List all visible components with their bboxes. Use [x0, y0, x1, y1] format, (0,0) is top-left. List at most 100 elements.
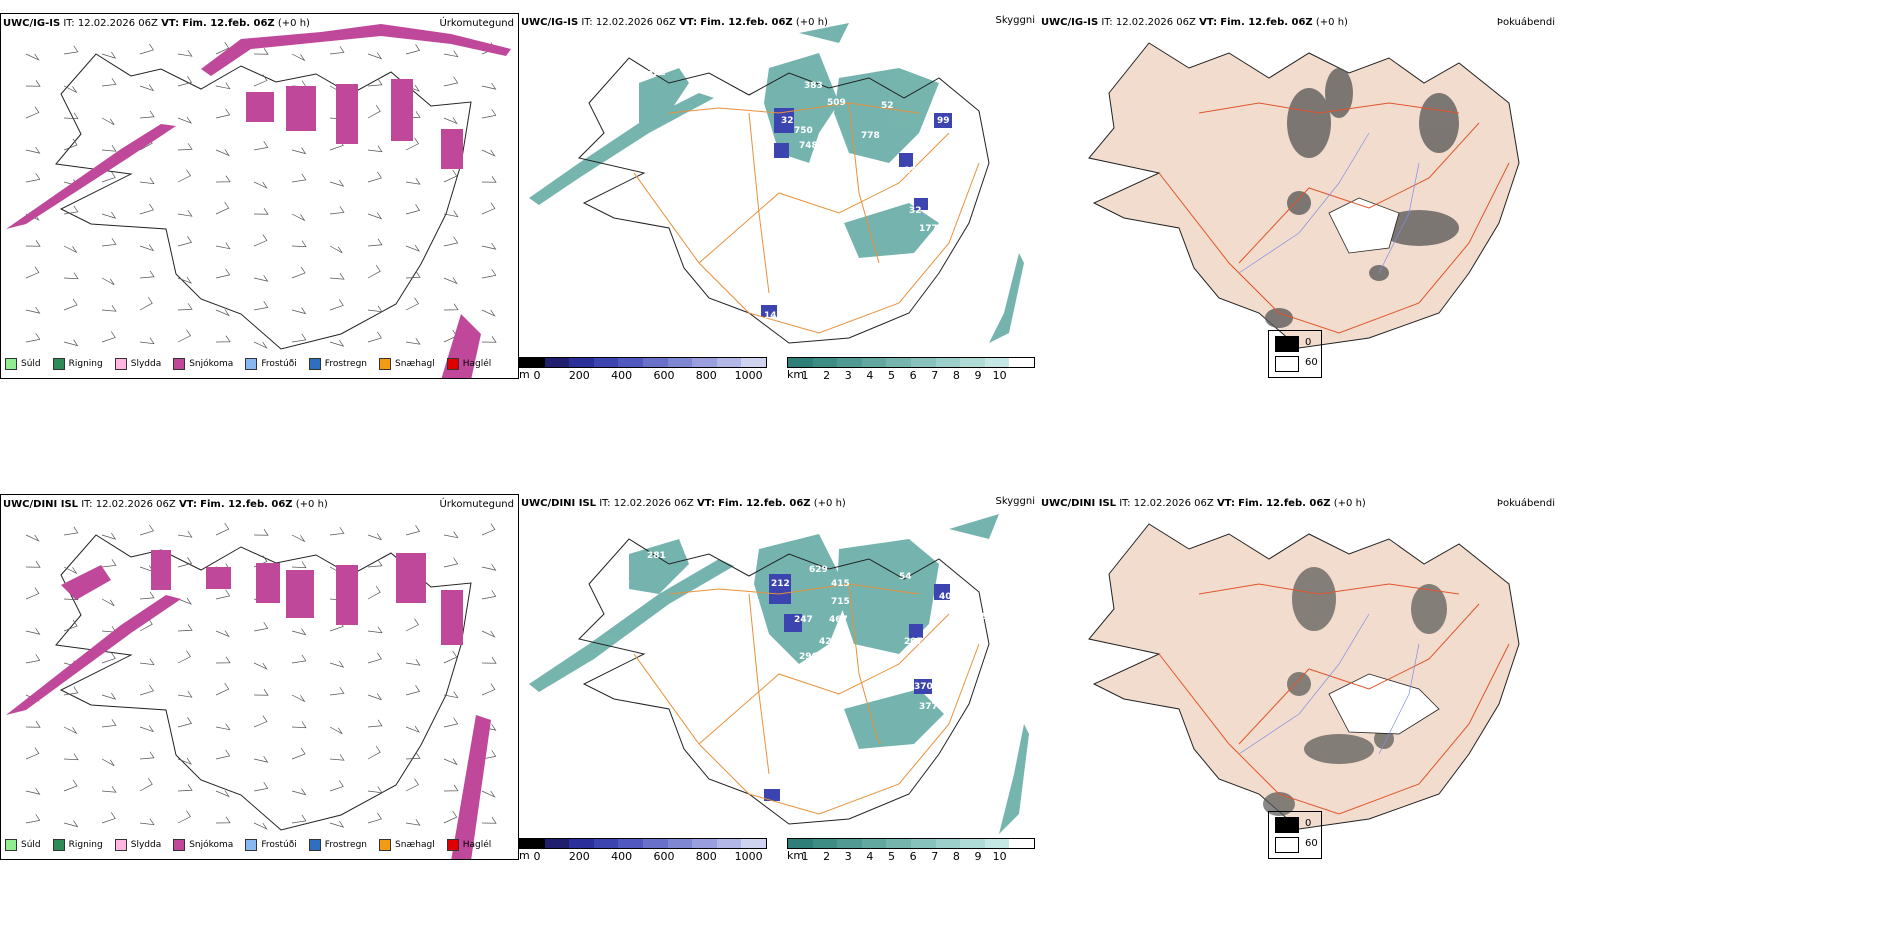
cloud-base-label: 415: [831, 579, 850, 589]
legend-label: Súld: [21, 359, 41, 369]
colorbar-tick: 200: [568, 850, 590, 860]
ceiling-colorbar-2: 0 200 400 600 800 1000 m: [519, 838, 767, 860]
legend-swatch: [245, 358, 258, 370]
legend-label: Snæhagl: [395, 840, 435, 850]
visibility-colorbar-1: 1 2 3 4 5 6 7 8 9 10 km: [787, 357, 1035, 379]
legend-swatch: [173, 358, 186, 370]
cloud-base-label: 54: [899, 572, 912, 582]
colorbar-tick: 3: [844, 369, 852, 379]
cloud-base-label: 778: [861, 131, 880, 141]
cloud-base-labels-1: 3923835093275074843377852993415132177142…: [647, 68, 982, 321]
colorbar-tick: 10: [992, 850, 1007, 860]
cloud-base-label: 748: [799, 141, 818, 151]
colorbar-tick: 4: [866, 850, 874, 860]
colorbar-tick: 600: [653, 850, 675, 860]
legend-label: Rigning: [68, 359, 103, 369]
precip-legend-item: Snæhagl: [379, 358, 435, 370]
fog-legend-1: 0 60: [1268, 330, 1322, 378]
cloud-base-label: 14: [764, 311, 777, 321]
colorbar-tick: 1000: [734, 850, 763, 860]
colorbar-tick: 1: [801, 850, 809, 860]
panel-title: Þokuábendi: [1496, 498, 1555, 509]
colorbar-tick: 0: [533, 850, 541, 860]
colorbar-tick: 2: [823, 850, 831, 860]
panel-title: Skyggni: [995, 15, 1035, 26]
cloud-base-label: 99: [937, 116, 950, 126]
colorbar-tick: 6: [909, 850, 917, 860]
colorbar-tick: 6: [909, 369, 917, 379]
legend-swatch: [446, 358, 459, 370]
colorbar-tick: 3: [844, 850, 852, 860]
fog-legend-2: 0 60: [1268, 811, 1322, 859]
precip-legend-item: Frostúði: [245, 839, 297, 851]
fog-areas-2: [1263, 567, 1447, 816]
precip-map-1: [6, 24, 511, 378]
colorbar-tick: 400: [611, 850, 633, 860]
colorbar-tick: 8: [952, 850, 960, 860]
legend-label: Frostregn: [324, 359, 368, 369]
precip-legend-item: Frostregn: [308, 839, 368, 851]
precip-legend-item: Slydda: [114, 358, 161, 370]
precip-legend-item: Haglél: [446, 839, 492, 851]
legend-label: Frostúði: [261, 840, 297, 850]
legend-label: Frostregn: [324, 840, 368, 850]
cloud-base-label: 537: [661, 612, 680, 622]
panel-header: UWC/IG-IS IT: 12.02.2026 06Z VT: Fim. 12…: [1041, 17, 1348, 28]
cloud-map-1: 3923835093275074843377852993415132177142…: [529, 23, 1024, 344]
cloud-panel-2: 281 336 212 629 415 715 467 247 422 296 537 54 408 38…: [519, 494, 1039, 860]
colorbar-tick: 9: [974, 369, 982, 379]
colorbar-tick: 4: [866, 369, 874, 379]
legend-label: Haglél: [462, 359, 492, 369]
ceiling-areas-1: [761, 108, 952, 317]
fog-panel-2: UWC/DINI ISL IT: 12.02.2026 06Z VT: Fim.…: [1039, 494, 1559, 860]
legend-swatch: [5, 839, 17, 851]
cloud-base-label: 32: [909, 206, 922, 216]
colorbar-tick: 1: [801, 369, 809, 379]
precip-legend-2: Súld Rigning Slydda Snjókoma Frostúði Frostre…: [5, 839, 503, 851]
panel-header: UWC/DINI ISL IT: 12.02.2026 06Z VT: Fim.…: [3, 499, 328, 510]
precip-legend-item: Slydda: [114, 839, 161, 851]
precip-legend-item: Súld: [5, 839, 41, 851]
cloud-base-label: 336: [611, 577, 630, 587]
colorbar-unit: km: [787, 368, 805, 379]
cloud-base-label: 392: [647, 68, 666, 78]
panel-header: UWC/IG-IS IT: 12.02.2026 06Z VT: Fim. 12…: [3, 18, 310, 29]
cloud-base-label: 52: [881, 101, 894, 111]
colorbar-tick: 7: [931, 850, 939, 860]
cloud-base-label: 715: [831, 597, 850, 607]
cloud-base-label: 433: [789, 161, 808, 171]
legend-label: Haglél: [462, 840, 492, 850]
fog-map-1: [1088, 42, 1520, 349]
colorbar-tick: 5: [887, 850, 895, 860]
river-network-2: [1238, 613, 1420, 755]
cloud-base-label: 311: [939, 692, 958, 702]
legend-swatch: [114, 839, 127, 851]
colorbar-tick: 7: [931, 369, 939, 379]
legend-label: Rigning: [68, 840, 103, 850]
legend-swatch: [173, 839, 186, 851]
precip-legend-item: Rigning: [52, 839, 103, 851]
ceiling-colorbar-1: 0 200 400 600 800 1000 m: [519, 357, 767, 379]
precip-legend-item: Haglél: [446, 358, 492, 370]
legend-swatch: [379, 839, 392, 851]
colorbar-tick: 400: [611, 369, 633, 379]
cloud-base-label: 177: [919, 224, 938, 234]
cloud-base-label: 370: [914, 682, 933, 692]
legend-swatch: [245, 839, 258, 851]
legend-swatch: [114, 358, 127, 370]
cloud-base-label: 509: [827, 98, 846, 108]
cloud-base-label: 296: [799, 652, 818, 662]
precip-type-panel-1: UWC/IG-IS IT: 12.02.2026 06Z VT: Fim. 12…: [0, 13, 519, 379]
legend-swatch: [379, 358, 392, 370]
cloud-base-label: 629: [809, 565, 828, 575]
precip-legend-1: Súld Rigning Slydda Snjókoma Frostúði Frostre…: [5, 358, 503, 370]
cloud-base-label: 207: [904, 637, 923, 647]
colorbar-tick: 200: [568, 369, 590, 379]
legend-label: Súld: [21, 840, 41, 850]
cloud-base-label: 247: [794, 615, 813, 625]
precip-legend-item: Rigning: [52, 358, 103, 370]
snow-areas-1: [6, 24, 511, 378]
colorbar-unit: m: [519, 368, 530, 379]
cloud-base-label: 422: [819, 637, 838, 647]
